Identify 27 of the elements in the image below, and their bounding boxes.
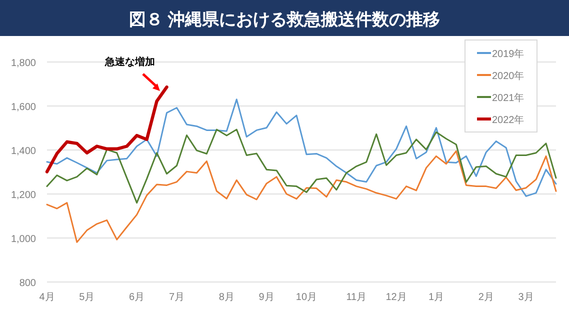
y-tick-label: 1,000 bbox=[10, 234, 36, 245]
x-tick-label: 6月 bbox=[129, 292, 145, 303]
legend-label: 2021年 bbox=[492, 92, 524, 104]
x-tick-label: 1月 bbox=[428, 292, 444, 303]
line-series bbox=[45, 85, 168, 174]
chart-title: 図８ 沖縄県における救急搬送件数の推移 bbox=[129, 10, 440, 29]
x-tick-label: 5月 bbox=[79, 292, 95, 303]
x-tick-label: 10月 bbox=[296, 292, 318, 303]
line-series bbox=[46, 128, 557, 204]
y-tick-label: 1,800 bbox=[10, 58, 36, 69]
y-tick-label: 1,400 bbox=[10, 146, 36, 157]
legend-label: 2020年 bbox=[492, 70, 524, 82]
x-tick-label: 3月 bbox=[518, 292, 534, 303]
x-tick-label: 12月 bbox=[386, 292, 407, 303]
line-series bbox=[46, 150, 557, 243]
y-tick-label: 1,200 bbox=[10, 190, 36, 201]
x-tick-label: 11月 bbox=[346, 292, 367, 303]
y-tick-label: 1,600 bbox=[10, 102, 36, 113]
x-tick-label: 2月 bbox=[478, 292, 494, 303]
legend-label: 2022年 bbox=[492, 114, 524, 126]
x-tick-label: 4月 bbox=[39, 292, 55, 303]
annotation: 急速な増加 bbox=[104, 56, 155, 68]
legend-label: 2019年 bbox=[492, 48, 524, 60]
x-tick-label: 9月 bbox=[258, 292, 274, 303]
x-tick-label: 8月 bbox=[218, 292, 234, 303]
y-tick-label: 800 bbox=[19, 278, 36, 289]
x-tick-label: 7月 bbox=[168, 292, 185, 303]
